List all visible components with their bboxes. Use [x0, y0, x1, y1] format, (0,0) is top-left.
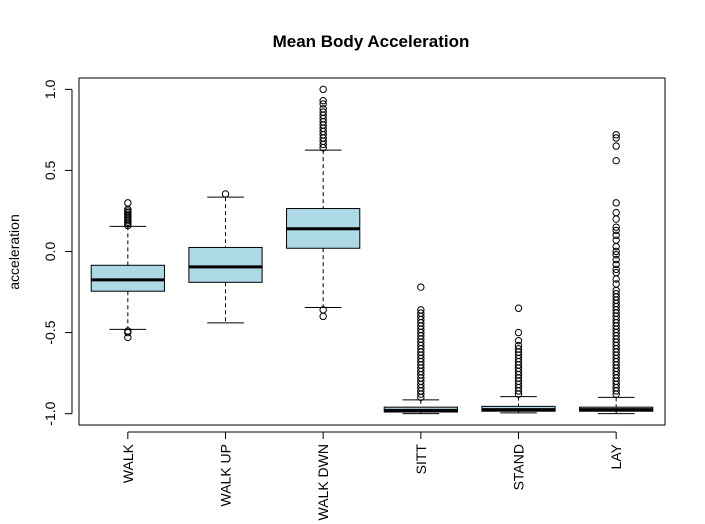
box-lay [579, 131, 654, 415]
outlier-point [612, 236, 620, 244]
outlier-point [319, 306, 327, 314]
boxes-group [90, 85, 654, 415]
y-tick-label: 0.0 [42, 242, 58, 262]
y-tick-label: 0.5 [42, 160, 58, 180]
outlier-point [612, 268, 620, 277]
box-walk-up [188, 190, 263, 324]
outlier-point [612, 156, 620, 165]
outlier-point [612, 275, 620, 283]
outlier-point [319, 100, 327, 108]
outlier-point [612, 260, 620, 269]
outlier-point [612, 199, 620, 207]
outlier-point [514, 328, 523, 337]
outlier-point [612, 231, 620, 239]
outlier-point [124, 199, 132, 207]
outlier-point [612, 242, 620, 251]
x-tick-label: LAY [608, 443, 624, 469]
x-axis: WALK WALK UP WALK DWN SITT STAND LAY [120, 431, 624, 520]
outlier-point [319, 312, 327, 321]
outlier-point [612, 289, 620, 298]
iqr-box [90, 264, 165, 292]
outlier-point [612, 251, 620, 259]
box-walk [90, 199, 165, 342]
iqr-box [188, 246, 263, 283]
y-tick-label: 1.0 [42, 79, 58, 99]
x-tick-label: WALK UP [218, 444, 234, 507]
plot-frame [78, 77, 666, 426]
outlier-point [612, 223, 620, 231]
outlier-point [612, 134, 620, 142]
outlier-point [612, 280, 620, 288]
outlier-point [417, 309, 425, 317]
outlier-point [612, 131, 620, 139]
outlier-point [612, 255, 620, 264]
y-tick-label: -1.0 [42, 401, 58, 425]
y-axis-label: acceleration [6, 214, 22, 290]
outlier-point [319, 108, 327, 116]
outlier-point [124, 327, 132, 335]
y-axis: -1.0 -0.5 0.0 0.5 1.0 [42, 79, 73, 426]
x-tick-label: STAND [511, 444, 527, 490]
outlier-point [319, 97, 327, 105]
outlier-point [319, 105, 327, 113]
box-sitt [383, 283, 458, 415]
outlier-point [221, 190, 230, 198]
y-tick-label: -0.5 [42, 320, 58, 344]
outlier-point [612, 142, 620, 150]
outlier-point [417, 306, 425, 314]
x-tick-label: SITT [413, 444, 429, 475]
outlier-point [612, 265, 620, 274]
outlier-point [612, 226, 620, 235]
outlier-point [612, 215, 620, 223]
chart-title: Mean Body Acceleration [273, 32, 470, 51]
outlier-point [514, 304, 523, 312]
outlier-point [514, 341, 523, 350]
outlier-point [514, 336, 523, 345]
outlier-point [514, 345, 523, 353]
x-tick-label: WALK [120, 443, 136, 483]
x-tick-label: WALK DWN [315, 444, 331, 520]
box-stand [481, 304, 556, 414]
outlier-point [319, 85, 327, 94]
box-walk-dwn [286, 85, 361, 321]
outlier-point [417, 283, 425, 291]
outlier-point [612, 208, 620, 217]
outlier-point [612, 247, 620, 256]
